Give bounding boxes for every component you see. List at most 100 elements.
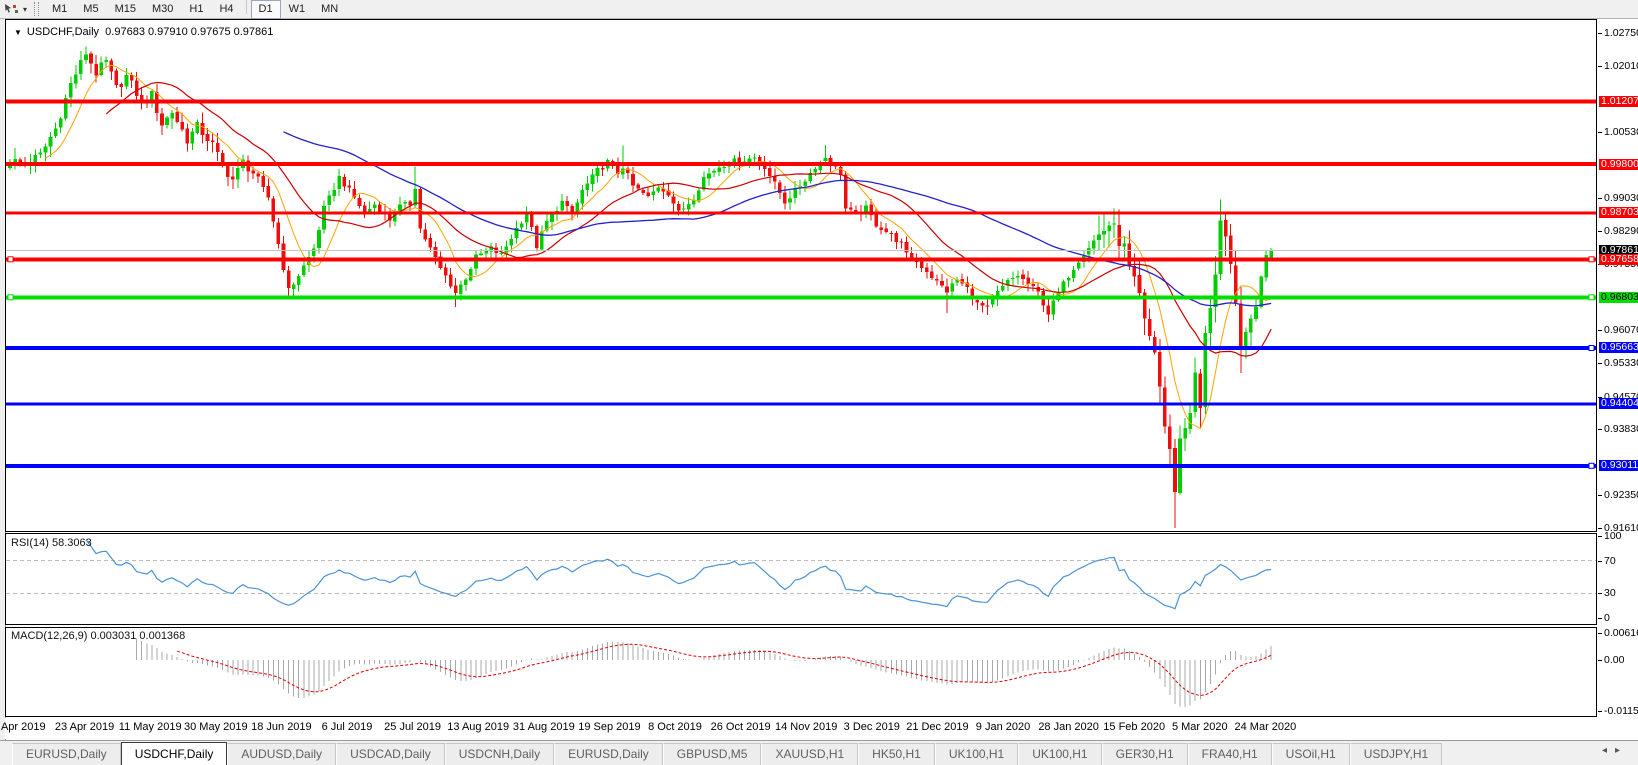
cursor-mode-icon[interactable]: ▾	[0, 0, 31, 18]
timeframe-button-M5[interactable]: M5	[83, 2, 99, 15]
chart-tab-GER30-H1[interactable]: GER30,H1	[1101, 743, 1188, 765]
axis-tick-mark	[1598, 397, 1602, 398]
candle-body	[220, 152, 225, 165]
line-handle[interactable]	[7, 294, 14, 301]
candle-body	[656, 187, 661, 192]
candle-body	[940, 281, 944, 286]
chart-tab-HK50-H1[interactable]: HK50,H1	[858, 743, 935, 765]
candle-body	[580, 189, 585, 204]
candle-body	[1254, 306, 1258, 319]
macd-indicator-pane[interactable]: MACD(12,26,9) 0.003031 0.001368	[5, 627, 1597, 717]
candle-body	[433, 246, 438, 257]
candle-body	[1122, 243, 1127, 247]
chart-tab-USDJPY-H1[interactable]: USDJPY,H1	[1349, 743, 1443, 765]
chart-tab-USOil-H1[interactable]: USOil,H1	[1271, 743, 1350, 765]
candle-body	[975, 299, 980, 303]
candle-body	[210, 140, 215, 143]
date-label: 14 Nov 2019	[774, 721, 838, 733]
candle-body	[236, 167, 240, 180]
axis-tick-mark	[1598, 660, 1602, 661]
candle-body	[854, 210, 858, 213]
timeframe-button-M30[interactable]: M30	[151, 2, 174, 15]
timeframe-button-H4[interactable]: H4	[219, 2, 234, 15]
candle-body	[899, 241, 904, 243]
line-handle[interactable]	[7, 256, 14, 263]
candle-body	[63, 98, 68, 119]
macd-chart-canvas[interactable]	[6, 628, 1596, 716]
candle-body	[190, 131, 195, 144]
candle-body	[843, 174, 848, 209]
chart-tab-EURUSD-Daily[interactable]: EURUSD,Daily	[12, 743, 121, 765]
candle-body	[823, 158, 828, 161]
candle-body	[464, 279, 468, 286]
candle-body	[1188, 413, 1192, 430]
candle-body	[195, 121, 200, 133]
date-label: 3 Dec 2019	[843, 721, 900, 733]
chart-dropdown-icon[interactable]: ▼	[14, 28, 22, 37]
candle-body	[925, 267, 929, 273]
line-handle[interactable]	[1588, 256, 1595, 263]
price-tick-1.02010: 1.02010	[1604, 60, 1638, 72]
candle-body	[271, 198, 276, 222]
line-handle[interactable]	[1588, 345, 1595, 351]
candle-body	[585, 183, 590, 190]
chart-tab-USDCNH-Daily[interactable]: USDCNH,Daily	[444, 743, 555, 765]
candle-body	[58, 118, 63, 128]
candle-body	[1168, 426, 1172, 450]
chart-tab-UK100-H1[interactable]: UK100,H1	[1018, 743, 1102, 765]
candle-body	[1152, 337, 1157, 353]
candle-body	[327, 195, 331, 206]
date-label: 11 May 2019	[118, 721, 182, 733]
timeframe-button-MN[interactable]: MN	[321, 2, 339, 15]
price-chart-canvas[interactable]	[6, 20, 1596, 531]
timeframe-button-M15[interactable]: M15	[114, 2, 136, 15]
timeframe-button-W1[interactable]: W1	[288, 2, 306, 15]
chart-tab-GBPUSD-M5[interactable]: GBPUSD,M5	[662, 743, 762, 765]
candle-body	[919, 261, 924, 269]
chart-tab-EURUSD-Daily[interactable]: EURUSD,Daily	[554, 743, 663, 765]
chart-tab-XAUUSD-H1[interactable]: XAUUSD,H1	[761, 743, 859, 765]
axis-tick-mark	[1598, 633, 1602, 634]
candle-body	[79, 60, 83, 74]
candle-body	[489, 246, 493, 252]
candle-body	[752, 157, 757, 159]
timeframe-button-H1[interactable]: H1	[189, 2, 204, 15]
candle-body	[48, 137, 53, 147]
line-handle[interactable]	[1588, 462, 1595, 469]
date-label: 13 Aug 2019	[447, 721, 510, 733]
rsi-chart-canvas[interactable]	[6, 534, 1596, 624]
rsi-indicator-pane[interactable]: RSI(14) 58.3063	[5, 533, 1597, 625]
chart-tab-FRA40-H1[interactable]: FRA40,H1	[1187, 743, 1272, 765]
tab-scroll-left-icon[interactable]: ◂	[1601, 745, 1615, 756]
line-handle[interactable]	[1588, 294, 1595, 301]
date-label: 5 Mar 2020	[1171, 721, 1228, 733]
chart-tab-AUDUSD-Daily[interactable]: AUDUSD,Daily	[227, 743, 337, 765]
candle-body	[570, 206, 574, 215]
candle-body	[89, 53, 93, 64]
candle-body	[312, 248, 316, 256]
chart-tab-USDCAD-Daily[interactable]: USDCAD,Daily	[336, 743, 445, 765]
timeframe-button-M1[interactable]: M1	[52, 2, 68, 15]
candle-body	[980, 302, 985, 306]
chart-tab-USDCHF-Daily[interactable]: USDCHF,Daily	[120, 742, 228, 765]
candle-body	[291, 284, 296, 289]
tab-scroll-right-icon[interactable]: ▸	[1614, 745, 1628, 756]
axis-tick-mark	[1598, 198, 1602, 199]
chart-tab-bar: EURUSD,Daily USDCHF,Daily AUDUSD,Daily USDC…	[0, 740, 1638, 765]
candle-body	[372, 204, 377, 208]
chart-tab-UK100-H1[interactable]: UK100,H1	[934, 743, 1019, 765]
date-label: 18 Jun 2019	[251, 721, 312, 733]
chevron-down-icon[interactable]: ▾	[23, 4, 28, 14]
candle-body	[768, 168, 772, 176]
candle-body	[1158, 351, 1162, 387]
timeframe-button-D1[interactable]: D1	[250, 0, 281, 19]
candle-body	[302, 265, 306, 275]
candle-body	[1117, 224, 1121, 246]
candle-body	[1183, 427, 1187, 439]
candle-body	[904, 241, 909, 253]
candle-body	[671, 196, 676, 204]
price-chart-pane[interactable]: ▼ USDCHF,Daily 0.97683 0.97910 0.97675 0.…	[5, 19, 1597, 532]
candle-body	[448, 274, 453, 287]
